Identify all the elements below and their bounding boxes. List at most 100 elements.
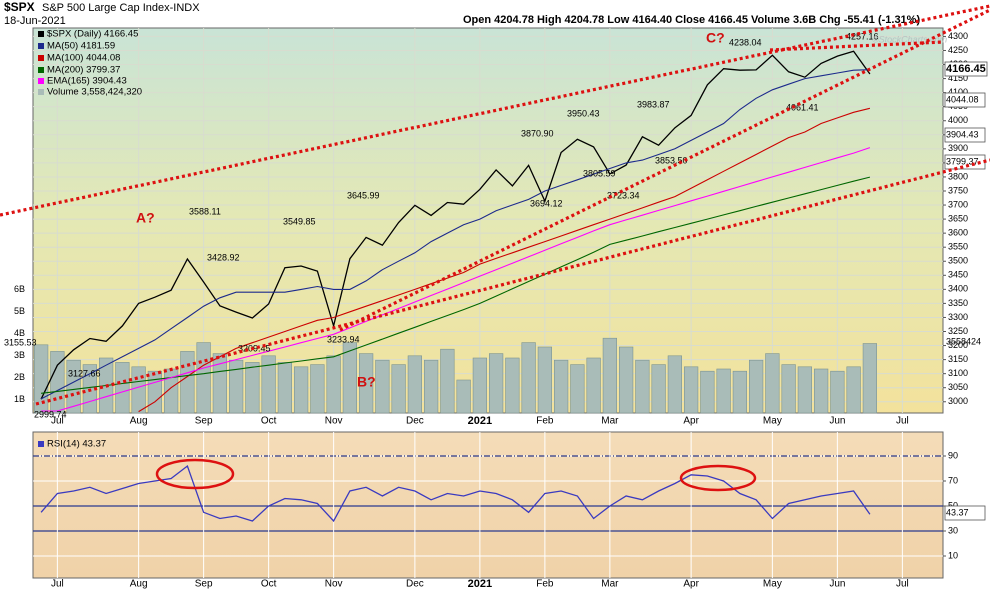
rsi-highlight — [155, 458, 235, 490]
annotation: 4061.41 — [786, 102, 819, 112]
volume-bar — [147, 370, 163, 414]
volume-bar — [293, 366, 309, 414]
series-line — [138, 107, 871, 413]
annotation: 3558424 — [946, 336, 981, 346]
symbol: $SPX — [4, 0, 35, 14]
y-tick-label: 90 — [948, 450, 958, 460]
x-tick-label: Apr — [683, 416, 699, 427]
volume-bar — [277, 362, 292, 414]
series-line — [41, 147, 871, 412]
legend-label: MA(200) 3799.37 — [47, 65, 120, 76]
support-line — [339, 8, 990, 332]
legend-label: Volume 3,558,424,320 — [47, 87, 142, 98]
volume-bar — [212, 353, 228, 414]
volume-bar — [488, 353, 504, 414]
volume-bar — [505, 357, 520, 414]
y-tick-label: 3800 — [948, 171, 968, 181]
annotation: 3588.11 — [189, 206, 221, 216]
volume-bar — [602, 337, 617, 414]
annotation: 3694.12 — [530, 198, 563, 208]
x-tick-label: Dec — [406, 579, 424, 590]
volume-bar — [748, 359, 764, 414]
y-tick-label: 3250 — [948, 326, 968, 336]
legend-label: EMA(165) 3904.43 — [47, 76, 127, 87]
trendlines — [0, 4, 990, 492]
series-line — [40, 50, 871, 400]
annotation: 4044.08 — [946, 94, 979, 104]
annotation: 3723.34 — [607, 190, 640, 200]
y-tick-label: 70 — [948, 475, 958, 485]
annotation: 3983.87 — [637, 99, 670, 109]
legend-swatch — [38, 441, 44, 447]
legend-swatch — [38, 67, 44, 73]
annotation: 2999.74 — [34, 409, 67, 419]
legend-label: RSI(14) 43.37 — [47, 439, 106, 450]
y-tick-label: 3100 — [948, 368, 968, 378]
x-tick-label: Aug — [130, 579, 148, 590]
y-tick-label: 3700 — [948, 199, 968, 209]
value-box — [944, 127, 986, 143]
y-tick-label: 3350 — [948, 298, 968, 308]
volume-bar — [407, 355, 422, 414]
y-tick-label: 3400 — [948, 284, 968, 294]
volume-bar — [261, 355, 276, 414]
x-tick-label: Mar — [601, 579, 619, 590]
panel — [32, 27, 944, 414]
volume-bar — [570, 364, 585, 414]
x-tick-label: Oct — [261, 579, 277, 590]
annotation: 3904.43 — [946, 129, 979, 139]
y-tick-label: 3300 — [948, 312, 968, 322]
x-tick-label: Aug — [130, 416, 148, 427]
upper-channel — [0, 4, 990, 217]
volume-bar — [586, 357, 601, 414]
x-tick-label: Jul — [51, 579, 64, 590]
volume-bar — [375, 359, 390, 414]
annotation: 3209.45 — [238, 343, 271, 353]
volume-bar — [423, 359, 439, 414]
y-tick-label: 4100 — [948, 87, 968, 97]
x-tick-label: Sep — [195, 416, 213, 427]
y-tick-label: 4000 — [948, 115, 968, 125]
annotation: 3950.43 — [567, 108, 600, 118]
legend-swatch — [38, 43, 44, 49]
legend-swatch — [38, 55, 44, 61]
volume-bar — [667, 355, 682, 414]
y-tick-label: 30 — [948, 525, 958, 535]
x-tick-label: 2021 — [468, 415, 492, 427]
y-tick-label: 10 — [948, 550, 958, 560]
y-tick-label: 3000 — [948, 396, 968, 406]
annotation: 3127.66 — [68, 368, 101, 378]
volume-bar — [700, 370, 715, 414]
x-tick-label: 2021 — [468, 578, 492, 590]
x-tick-label: Jul — [896, 416, 909, 427]
volume-bar — [553, 359, 569, 414]
volume-bar — [440, 348, 455, 414]
volume-bar — [618, 346, 634, 414]
annotation: 3428.92 — [207, 252, 240, 262]
y-tick-label: 50 — [948, 500, 958, 510]
volume-bar — [472, 357, 487, 414]
volume-bar — [781, 364, 796, 414]
y2-tick-label: 3B — [14, 350, 25, 360]
x-tick-label: Jun — [829, 416, 845, 427]
x-tick-label: Dec — [406, 416, 424, 427]
x-tick-label: Apr — [683, 579, 699, 590]
volume-bar — [326, 355, 341, 414]
annotation: B? — [357, 374, 376, 390]
volume-bar — [830, 370, 845, 414]
annotation: 3870.90 — [521, 128, 554, 138]
volume-bar — [456, 379, 471, 414]
annotation: 3155.53 — [4, 337, 37, 347]
volume-bar — [862, 343, 877, 414]
legend-label: MA(50) 4181.59 — [47, 41, 115, 52]
y2-tick-label: 4B — [14, 328, 25, 338]
value-box — [944, 61, 988, 77]
y-tick-label: 4300 — [948, 31, 968, 41]
y2-tick-label: 5B — [14, 306, 25, 316]
x-tick-label: Nov — [325, 579, 343, 590]
lower-channel — [35, 158, 990, 406]
y-tick-label: 3900 — [948, 143, 968, 153]
y2-tick-label: 2B — [14, 372, 25, 382]
y-tick-label: 3050 — [948, 382, 968, 392]
annotation: 43.37 — [946, 507, 969, 517]
